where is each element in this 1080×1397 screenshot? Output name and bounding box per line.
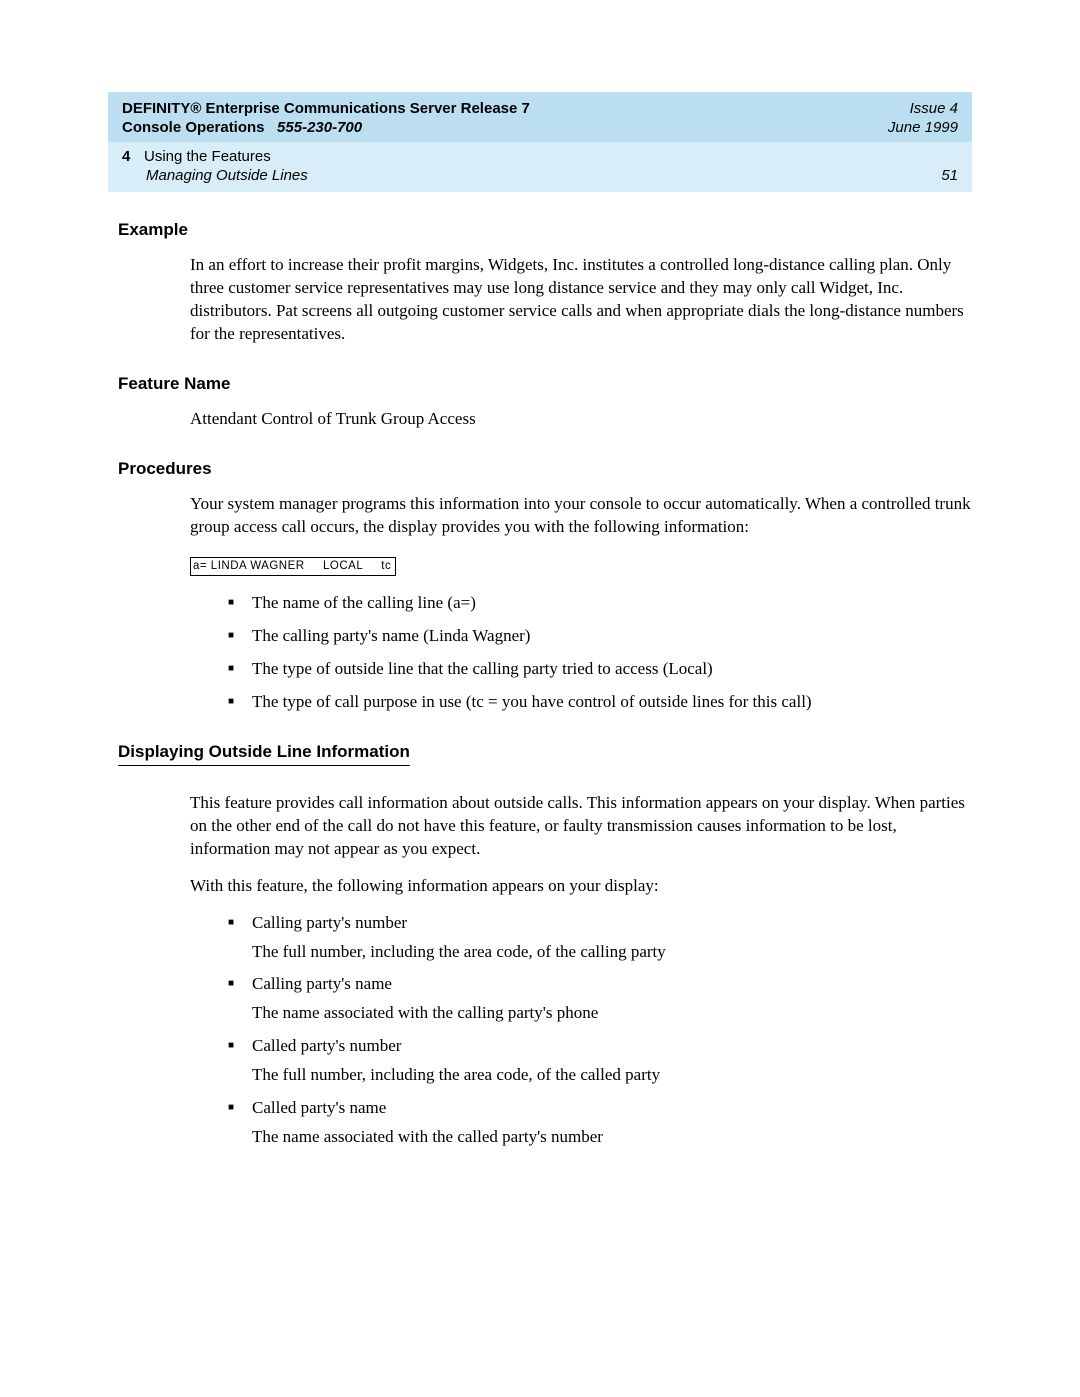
list-item-desc: The name associated with the called part… [252,1126,972,1149]
doc-issue: Issue 4 [910,100,958,117]
header-row-1: DEFINITY® Enterprise Communications Serv… [122,100,958,117]
content: Example In an effort to increase their p… [108,192,972,1149]
procedures-body: Your system manager programs this inform… [190,493,972,714]
list-item: Calling party's name The name associated… [228,973,972,1025]
chapter-number: 4 [122,148,132,165]
list-item-desc: The full number, including the area code… [252,941,972,964]
header-row-2: Console Operations 555-230-700 June 1999 [122,119,958,136]
displaying-p2: With this feature, the following informa… [190,875,972,898]
chapter-row: 4 Using the Features Managing Outside Li… [122,148,958,184]
list-item: The type of call purpose in use (tc = yo… [228,691,972,714]
list-item-title: Calling party's number [252,913,407,932]
doc-number: 555-230-700 [277,119,362,136]
list-item: The calling party's name (Linda Wagner) [228,625,972,648]
list-item-desc: The name associated with the calling par… [252,1002,972,1025]
heading-displaying: Displaying Outside Line Information [118,742,410,766]
doc-subtitle-label: Console Operations [122,119,265,136]
page-header-primary: DEFINITY® Enterprise Communications Serv… [108,92,972,142]
list-item: Called party's number The full number, i… [228,1035,972,1087]
example-body: In an effort to increase their profit ma… [190,254,972,346]
displaying-bullet-list: Calling party's number The full number, … [228,912,972,1150]
procedures-intro: Your system manager programs this inform… [190,493,972,539]
chapter-line: 4 Using the Features [122,148,308,165]
page-header-secondary: 4 Using the Features Managing Outside Li… [108,142,972,192]
list-item: The type of outside line that the callin… [228,658,972,681]
heading-example: Example [118,220,972,240]
page-number: 51 [941,167,958,184]
list-item: Called party's name The name associated … [228,1097,972,1149]
list-item-title: Called party's name [252,1098,386,1117]
list-item-title: Calling party's name [252,974,392,993]
displaying-p1: This feature provides call information a… [190,792,972,861]
list-item-desc: The full number, including the area code… [252,1064,972,1087]
console-display-box: a= LINDA WAGNER LOCAL tc [190,557,396,577]
list-item-title: Called party's number [252,1036,401,1055]
section-name: Managing Outside Lines [146,167,308,184]
list-item-text: The calling party's name (Linda Wagner) [252,626,530,645]
list-item: The name of the calling line (a=) [228,592,972,615]
procedures-bullet-list: The name of the calling line (a=) The ca… [228,592,972,714]
heading-feature-name: Feature Name [118,374,972,394]
list-item-text: The type of call purpose in use (tc = yo… [252,692,812,711]
list-item: Calling party's number The full number, … [228,912,972,964]
chapter-title: Using the Features [144,148,271,165]
heading-procedures: Procedures [118,459,972,479]
chapter-block: 4 Using the Features Managing Outside Li… [122,148,308,184]
heading-displaying-wrapper: Displaying Outside Line Information [118,742,972,786]
doc-date: June 1999 [888,119,958,136]
feature-name-body: Attendant Control of Trunk Group Access [190,408,972,431]
feature-name-paragraph: Attendant Control of Trunk Group Access [190,408,972,431]
page: DEFINITY® Enterprise Communications Serv… [0,0,1080,1237]
doc-subtitle: Console Operations 555-230-700 [122,119,362,136]
list-item-text: The type of outside line that the callin… [252,659,713,678]
example-paragraph: In an effort to increase their profit ma… [190,254,972,346]
list-item-text: The name of the calling line (a=) [252,593,476,612]
displaying-body: This feature provides call information a… [190,792,972,1149]
doc-title: DEFINITY® Enterprise Communications Serv… [122,100,530,117]
